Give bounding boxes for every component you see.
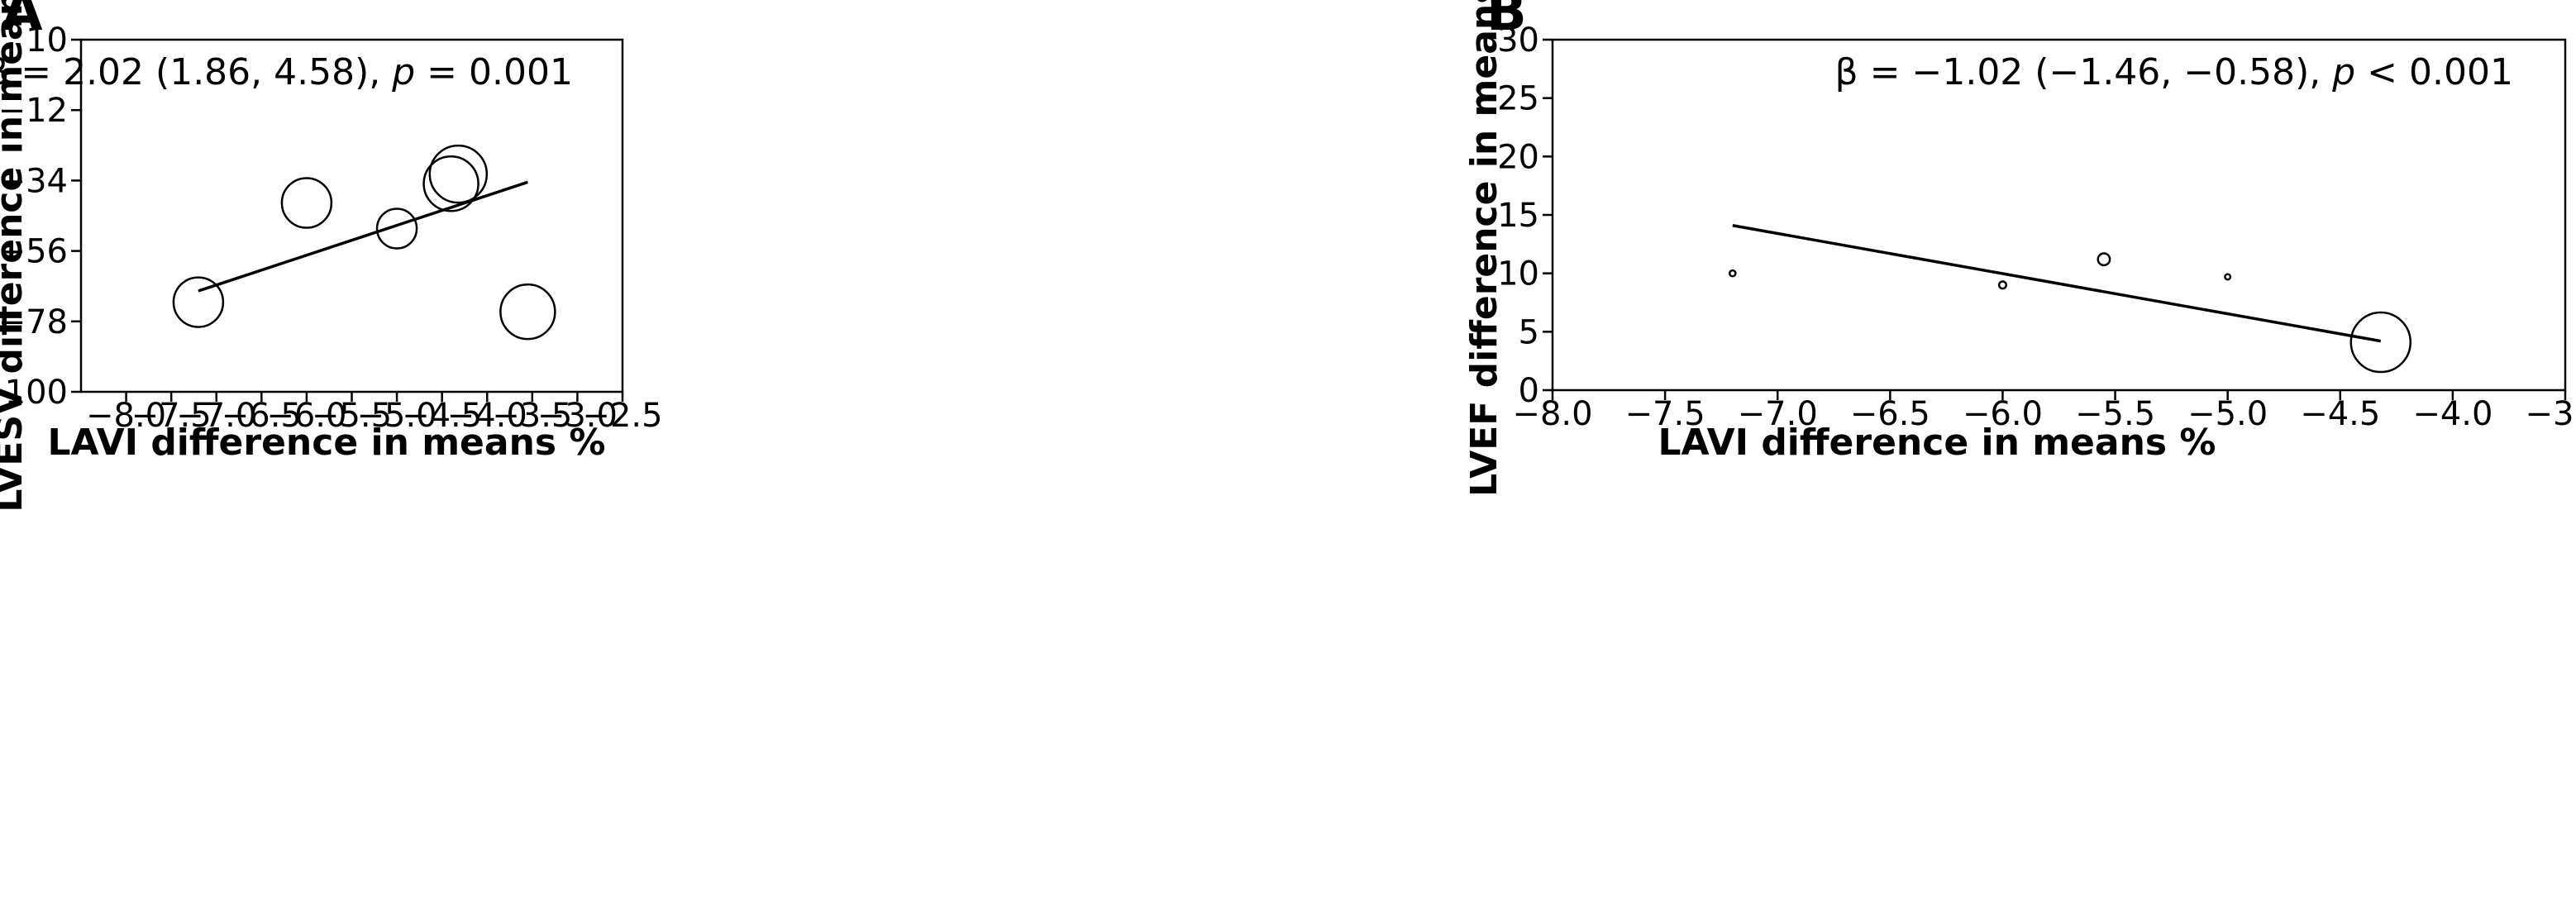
chart-a-y-tick-label: −100 — [0, 374, 68, 412]
chart-a-x-tick-label: −5.0 — [357, 397, 437, 435]
chart-a-y-tick-label: −56 — [0, 233, 68, 271]
chart-a-x-tick-label: −3.0 — [537, 397, 618, 435]
chart-a-annotation-p: p — [391, 51, 415, 93]
chart-a-point — [428, 144, 489, 204]
chart-a-x-tick-label: −4.5 — [402, 397, 482, 435]
chart-a-annotation-suffix: = 0.001 — [415, 51, 573, 93]
chart-b-x-tick-label: −7.5 — [1625, 395, 1705, 433]
panel-a: A −8.0 −7.5 −7.0 −6.5 −6.0 −5.5 −5.0 −4.5 −4.0 −3… — [0, 0, 663, 512]
chart-a-point — [499, 283, 556, 341]
chart-b-x-tick-label: −5.0 — [2187, 395, 2268, 433]
chart-a-annotation: β = 2.02 (1.86, 4.58), p = 0.001 — [0, 51, 573, 93]
chart-a-ylabel: LVESV difference in means % — [0, 0, 31, 512]
chart-a-y-tick-label: −34 — [0, 162, 68, 200]
chart-b-svg: B −8.0 −7.5 −7.0 −6.5 −6.0 −5.5 −5.0 −4.5 −4.0 −3… — [1463, 0, 2576, 497]
chart-b-y-tick-label: 15 — [1497, 197, 1539, 235]
chart-a-y-tick-label: −12 — [0, 92, 68, 130]
chart-a-point — [375, 207, 418, 250]
chart-b-y-tick-label: 0 — [1519, 372, 1539, 410]
chart-a-y-tick-label: 10 — [26, 21, 68, 60]
chart-a-point — [172, 276, 225, 328]
chart-b-point — [2224, 273, 2232, 281]
chart-a-y-ticks: 10 −12 −34 −56 −78 −100 — [0, 21, 81, 412]
chart-b-point — [2097, 252, 2111, 267]
chart-b-annotation-prefix: β = −1.02 (−1.46, −0.58), — [1835, 51, 2333, 93]
chart-a-marks — [172, 144, 556, 341]
chart-b-x-tick-label: −6.0 — [1963, 395, 2043, 433]
chart-a-x-tick-label: −4.0 — [447, 397, 527, 435]
chart-a-x-tick-label: −6.0 — [266, 397, 346, 435]
chart-b-annotation-suffix: < 0.001 — [2355, 51, 2513, 93]
chart-b-marks — [1728, 223, 2412, 374]
chart-b-y-ticks: 0 5 10 15 20 25 30 — [1497, 21, 1553, 410]
chart-b-annotation: β = −1.02 (−1.46, −0.58), p < 0.001 — [1835, 51, 2513, 93]
chart-a-annotation-prefix: β = 2.02 (1.86, 4.58), — [0, 51, 392, 93]
chart-a-point — [422, 155, 479, 212]
chart-b-point — [1997, 280, 2008, 290]
chart-b-x-tick-label: −4.5 — [2300, 395, 2380, 433]
chart-b-regression-line — [1732, 223, 2382, 343]
chart-b-x-tick-label: −6.5 — [1850, 395, 1930, 433]
chart-b-y-tick-label: 25 — [1497, 80, 1539, 118]
chart-a-x-tick-label: −7.0 — [176, 397, 256, 435]
panel-a-letter: A — [2, 0, 43, 43]
chart-b-y-tick-label: 5 — [1519, 313, 1539, 351]
chart-b-y-tick-label: 10 — [1497, 255, 1539, 293]
chart-a-xlabel: LAVI difference in means % — [47, 422, 605, 464]
chart-b-point — [2349, 311, 2412, 374]
chart-b-x-tick-label: −5.5 — [2075, 395, 2155, 433]
chart-b-x-tick-label: −8.0 — [1512, 395, 1592, 433]
chart-b-x-tick-label: −4.0 — [2412, 395, 2493, 433]
chart-b-x-tick-label: −3.5 — [2525, 395, 2576, 433]
panel-b: B −8.0 −7.5 −7.0 −6.5 −6.0 −5.5 −5.0 −4.5 −4.0 −3… — [1288, 0, 2576, 901]
chart-b-ylabel: LVEF difference in means % — [1463, 0, 1505, 497]
chart-a-point — [280, 177, 333, 229]
chart-b-annotation-p: p — [2331, 51, 2355, 93]
chart-a-x-tick-label: −2.5 — [582, 397, 662, 435]
chart-a-x-tick-label: −6.5 — [222, 397, 302, 435]
chart-a-x-ticks: −8.0−7.5−7.0−6.5−6.0−5.5−5.0−4.5−4.0−3.5… — [86, 392, 663, 435]
chart-a-svg: A −8.0−7.5−7.0−6.5−6.0−5.5−5.0−4.5−4.0−3… — [0, 0, 663, 512]
chart-b-point — [1728, 269, 1737, 278]
chart-a-x-tick-label: −8.0 — [86, 397, 166, 435]
chart-b-xlabel: LAVI difference in means % — [1658, 422, 2216, 464]
chart-a-x-tick-label: −3.5 — [492, 397, 572, 435]
chart-a-x-tick-label: −5.5 — [312, 397, 392, 435]
chart-b-x-tick-label: −7.0 — [1738, 395, 1818, 433]
panel-b-letter: B — [1486, 0, 1527, 43]
chart-a-regression-line — [198, 180, 528, 293]
chart-b-x-ticks: −8.0 −7.5 −7.0 −6.5 −6.0 −5.5 −5.0 −4.5 −4.0 −3.5 — [1512, 390, 2576, 433]
chart-a-y-tick-label: −78 — [0, 303, 68, 341]
chart-b-y-tick-label: 20 — [1497, 138, 1539, 176]
chart-b-y-tick-label: 30 — [1497, 21, 1539, 60]
chart-a-x-tick-label: −7.5 — [131, 397, 212, 435]
